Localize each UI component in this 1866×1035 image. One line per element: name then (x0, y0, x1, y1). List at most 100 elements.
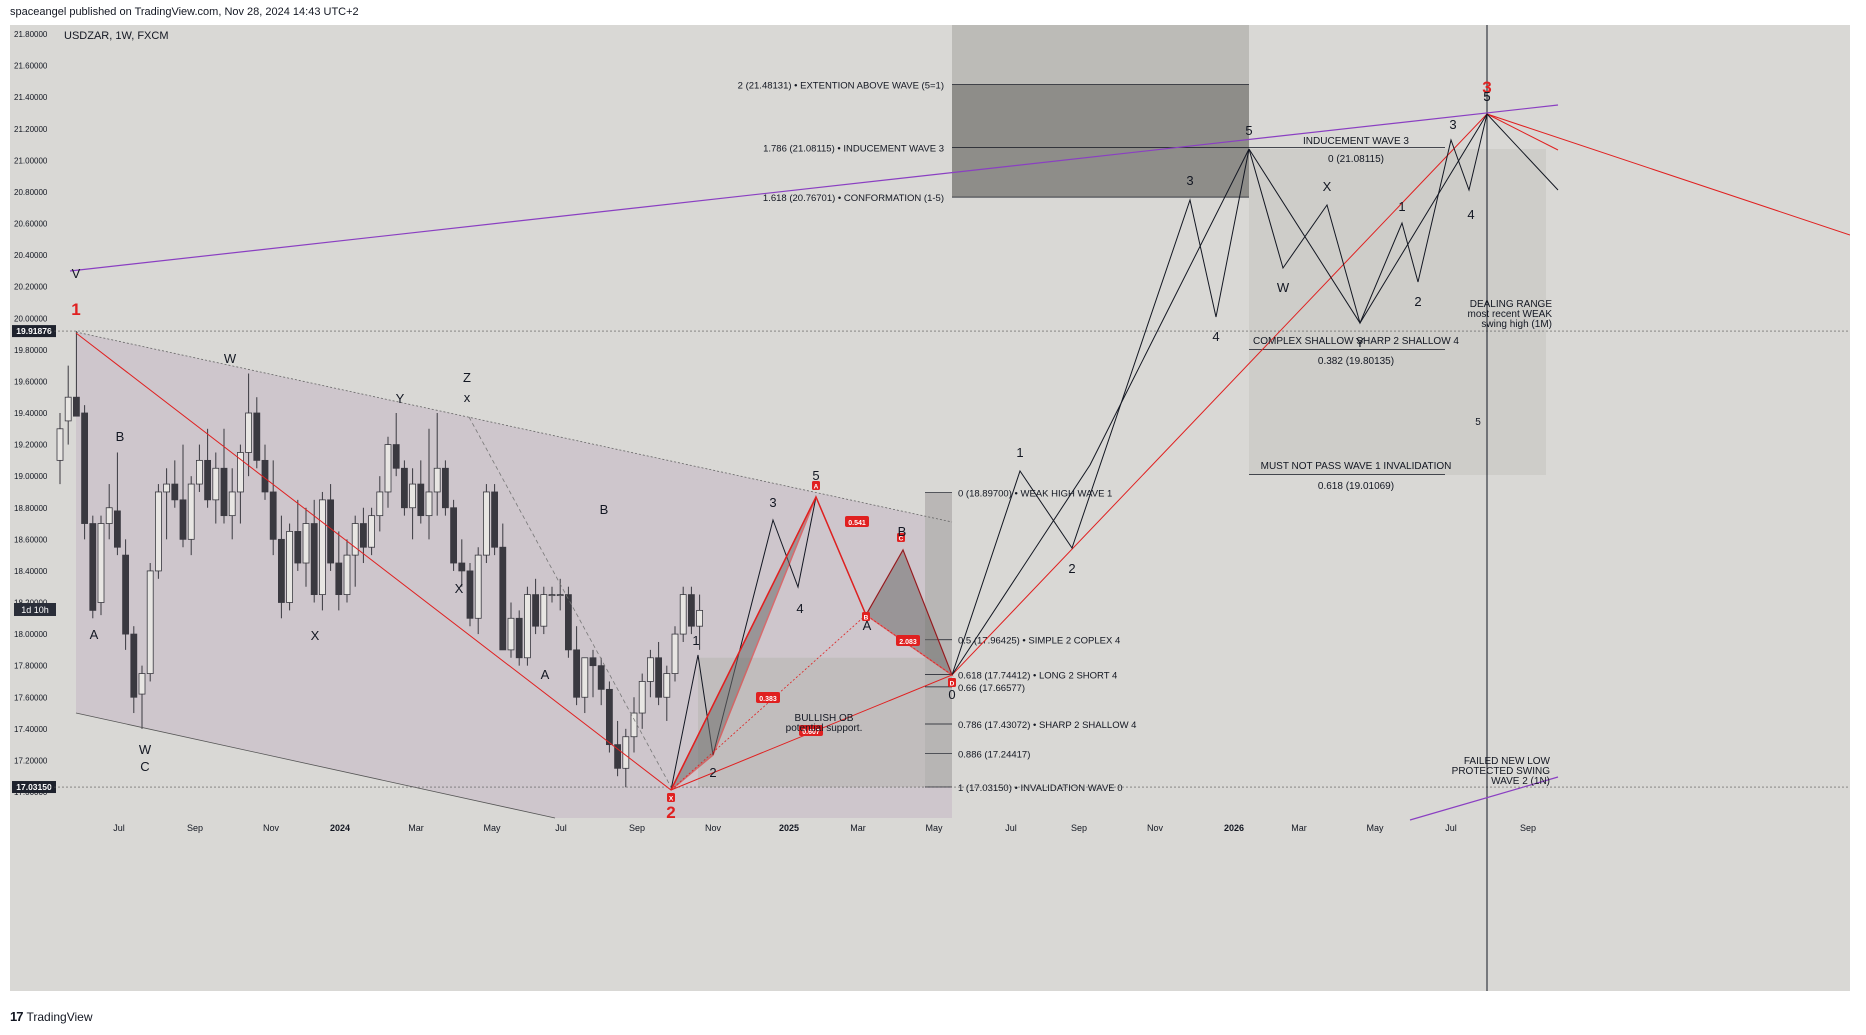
wave-label: Y (1356, 335, 1365, 350)
wave-label: 5 (812, 468, 819, 483)
price-tick: 20.00000 (14, 314, 48, 323)
time-tick: Nov (263, 823, 280, 833)
wave-label: 5 (1483, 89, 1490, 104)
candle-body (236, 452, 244, 493)
wave-label: W (1277, 280, 1290, 295)
publish-credit: spaceangel published on TradingView.com,… (10, 6, 359, 18)
candle-body (269, 491, 277, 540)
candle-body (187, 483, 195, 540)
candle-body (392, 444, 400, 469)
tradingview-logo[interactable]: 17 TradingView (10, 1009, 93, 1024)
wave-label: W (139, 742, 152, 757)
time-tick: Mar (408, 823, 424, 833)
candle-body (179, 499, 187, 540)
candle-body (655, 657, 662, 698)
level-618-label: 0.618 (19.01069) (1318, 481, 1394, 492)
wave-label: B (898, 524, 907, 539)
candle-body (310, 523, 318, 596)
candle-body (384, 444, 392, 493)
candle-body (466, 570, 474, 619)
wave-label: C (140, 759, 149, 774)
candle-body (327, 499, 335, 564)
wave-label: 2 (709, 765, 716, 780)
harmonic-point-badge (948, 678, 956, 687)
wave-label: X (1323, 179, 1332, 194)
time-tick: Sep (1520, 823, 1536, 833)
candle-body (507, 617, 515, 651)
wave-label: 3 (1449, 117, 1456, 132)
chart-canvas[interactable]: 21.80000 21.60000 21.40000 21.20000 21.00000… (10, 25, 1850, 991)
harmonic-point-label: X (669, 796, 674, 803)
harmonic-point-badge (667, 793, 675, 802)
wave-label: 5 (1483, 89, 1490, 104)
candle-body (351, 523, 359, 556)
price-tick: 21.20000 (14, 125, 48, 134)
wave-label: Y (396, 391, 405, 406)
candle-body (565, 594, 572, 651)
candle-body (220, 467, 228, 517)
time-tick: Sep (629, 823, 645, 833)
price-tick: 21.60000 (14, 62, 48, 71)
wave-label: 3 (1186, 173, 1193, 188)
wave-label: Z (463, 370, 471, 385)
time-tick: May (1366, 823, 1384, 833)
price-tick: 18.40000 (14, 567, 48, 576)
candle-body (573, 649, 580, 698)
time-tick: Jul (555, 823, 567, 833)
fib-label: 1 (17.03150) • INVALIDATION WAVE 0 (958, 783, 1123, 794)
wave-label: B (600, 502, 609, 517)
tradingview-logo-text: TradingView (26, 1009, 93, 1024)
candle-body (622, 736, 630, 769)
time-axis[interactable]: Jul Sep Nov 2024 Mar May Jul Sep Nov 2025 Mar May Ju… (113, 823, 1536, 833)
time-tick: Jul (1445, 823, 1457, 833)
fib-label: 2 (21.48131) • EXTENTION ABOVE WAVE (5=1… (738, 80, 944, 91)
price-axis[interactable]: 21.80000 21.60000 21.40000 21.20000 21.00000… (12, 30, 56, 797)
price-tick: 20.20000 (14, 283, 48, 292)
candle-body (105, 507, 113, 524)
candle-body (195, 459, 203, 485)
wave-label: 2 (1414, 294, 1421, 309)
candle-body (696, 609, 703, 627)
symbol-title: USDZAR, 1W, FXCM (64, 30, 169, 42)
candle-body (671, 633, 679, 674)
price-tick: 20.60000 (14, 220, 48, 229)
candles (56, 331, 703, 788)
fib-levels: 2 (21.48131) • EXTENTION ABOVE WAVE (5=1… (50, 25, 1850, 991)
candle-body (532, 594, 539, 627)
candle-body (491, 491, 499, 548)
candle-body (253, 412, 261, 461)
candle-body (359, 523, 367, 548)
candle-body (302, 523, 310, 564)
ratio-label: 0.607 (802, 729, 820, 736)
harmonic-point-label: D (950, 681, 955, 688)
price-tick: 20.40000 (14, 251, 48, 260)
candle-body (581, 657, 589, 698)
price-tick: 17.40000 (14, 725, 48, 734)
time-tick: Jul (1005, 823, 1017, 833)
candle-body (138, 673, 146, 695)
fib-label: 1.786 (21.08115) • INDUCEMENT WAVE 3 (763, 144, 944, 155)
candle-body (335, 562, 343, 596)
wave-label: 4 (1467, 207, 1474, 222)
price-tick: 19.60000 (14, 377, 48, 386)
wave-label: 4 (796, 601, 803, 616)
time-tick: Mar (1291, 823, 1307, 833)
channel-top-dotted (75, 331, 953, 523)
price-label: 17.03150 (16, 782, 52, 792)
channel-bottom-line (75, 712, 556, 819)
wave-label: 0 (948, 687, 955, 702)
fib-label: 0.618 (17.74412) • LONG 2 SHORT 4 (958, 670, 1117, 681)
candle-body (114, 510, 121, 548)
price-tick: 21.40000 (14, 93, 48, 102)
wave-path-3 (951, 148, 1250, 676)
countdown-label: 1d 10h (21, 605, 49, 615)
wave-label: 1 (1398, 199, 1405, 214)
candle-body (294, 531, 302, 564)
countdown-badge (14, 603, 56, 616)
wave-label: 1 (692, 633, 699, 648)
candle-body (433, 467, 441, 493)
purple-upper-line (69, 104, 1559, 272)
dealing-range-note-3: swing high (1M) (1481, 319, 1552, 330)
failed-low-note: FAILED NEW LOW (1464, 756, 1551, 767)
harmonic-point-badge (897, 533, 905, 542)
